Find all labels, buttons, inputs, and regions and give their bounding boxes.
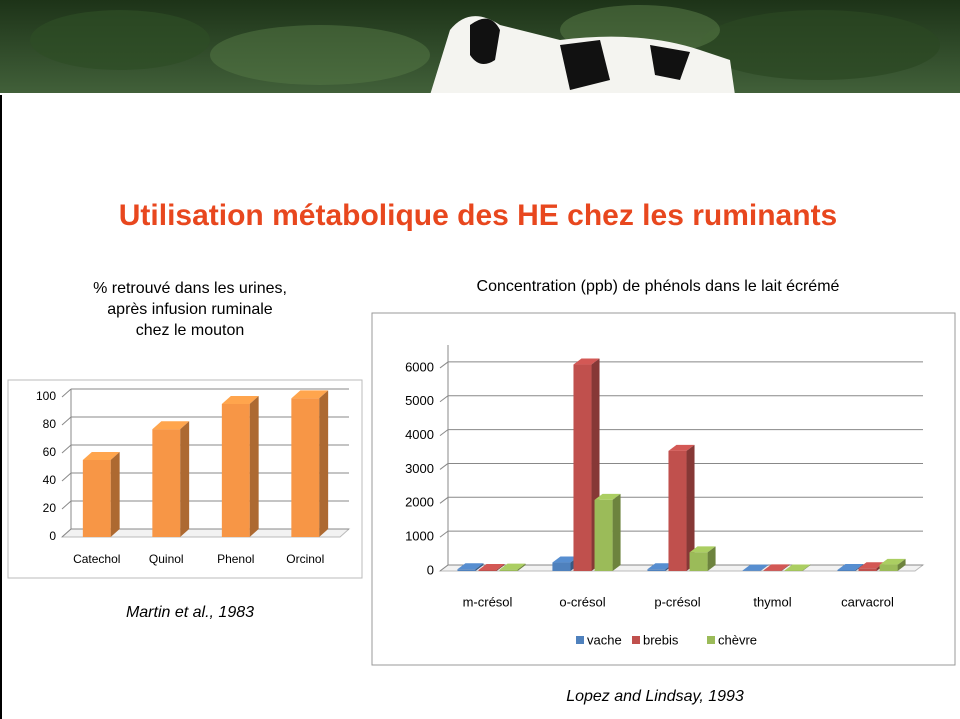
slide: Utilisation métabolique des HE chez les …	[0, 0, 960, 719]
x-tick-label: Catechol	[73, 552, 120, 566]
y-tick-label: 40	[43, 473, 57, 487]
y-tick-label: 4000	[405, 427, 434, 442]
bar	[552, 563, 570, 571]
x-tick-label: o-crésol	[559, 594, 605, 609]
caption: Lopez and Lindsay, 1993	[566, 688, 744, 705]
x-tick-label: Quinol	[149, 552, 184, 566]
bar-side	[613, 494, 621, 571]
x-tick-label: Orcinol	[286, 552, 324, 566]
banner	[0, 0, 960, 96]
y-tick-label: 6000	[405, 359, 434, 374]
y-tick-label: 3000	[405, 461, 434, 476]
y-tick-label: 1000	[405, 529, 434, 544]
legend-swatch	[576, 636, 584, 644]
slide-canvas: Utilisation métabolique des HE chez les …	[0, 0, 960, 719]
bar	[763, 570, 781, 571]
bar	[785, 570, 803, 571]
y-tick-label: 0	[49, 529, 56, 543]
bar	[668, 451, 686, 571]
y-tick-label: 20	[43, 501, 57, 515]
y-tick-label: 80	[43, 417, 57, 431]
slide-title: Utilisation métabolique des HE chez les …	[119, 199, 838, 232]
caption: Martin et al., 1983	[126, 604, 254, 621]
bar-side	[111, 452, 120, 537]
x-tick-label: m-crésol	[463, 594, 513, 609]
bar-side	[250, 396, 259, 537]
legend-label: brebis	[643, 632, 679, 647]
bar-side	[319, 390, 328, 537]
bar	[595, 500, 613, 571]
x-tick-label: Phenol	[217, 552, 254, 566]
x-tick-label: thymol	[753, 594, 791, 609]
bar	[690, 552, 708, 571]
bar	[647, 569, 665, 571]
chart-frame	[372, 313, 955, 665]
bar	[478, 570, 496, 571]
y-tick-label: 2000	[405, 495, 434, 510]
legend-label: vache	[587, 632, 622, 647]
bar	[858, 568, 876, 571]
y-tick-label: 60	[43, 445, 57, 459]
bar	[83, 460, 111, 537]
bar	[222, 404, 250, 537]
chart-title: % retrouvé dans les urines, après infusi…	[60, 278, 320, 341]
bar	[457, 569, 475, 571]
legend-label: chèvre	[718, 632, 757, 647]
x-tick-label: carvacrol	[841, 594, 894, 609]
bar	[500, 570, 518, 571]
bar	[152, 429, 180, 537]
y-tick-label: 0	[427, 562, 434, 577]
x-tick-label: p-crésol	[654, 594, 700, 609]
bar-side	[180, 421, 189, 537]
bar	[291, 398, 319, 537]
y-tick-label: 100	[36, 389, 56, 403]
bar	[837, 570, 855, 571]
bar	[573, 365, 591, 571]
legend-swatch	[707, 636, 715, 644]
chart-title: Concentration (ppb) de phénols dans le l…	[477, 278, 840, 295]
legend-swatch	[632, 636, 640, 644]
y-tick-label: 5000	[405, 393, 434, 408]
bar	[880, 565, 898, 571]
